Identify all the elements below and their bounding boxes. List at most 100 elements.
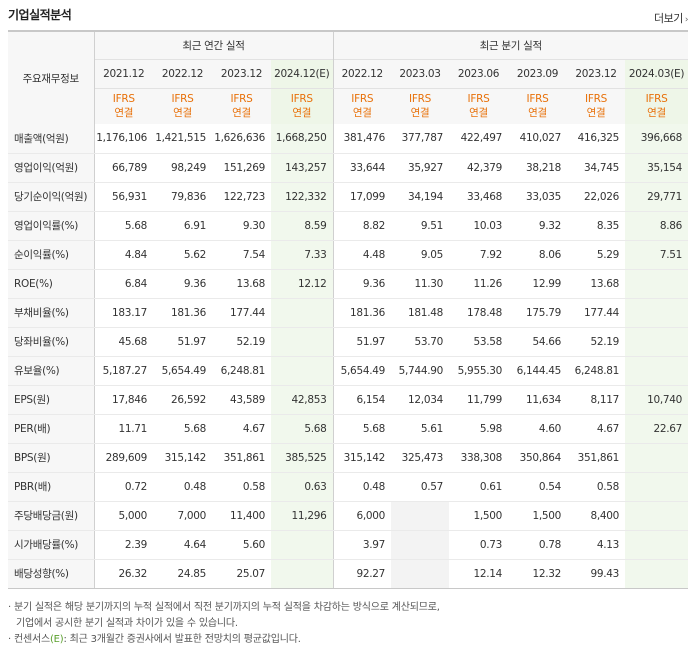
table-row: 영업이익(억원) 66,789 98,249 151,269 143,257 33,644… bbox=[8, 153, 689, 183]
quarterly-value-cell: 5.29 bbox=[567, 240, 625, 270]
row-label: BPS(원) bbox=[8, 443, 95, 473]
annual-value-cell: 6.91 bbox=[153, 210, 212, 241]
quarterly-value-cell: 177.44 bbox=[567, 297, 625, 328]
annual-value-cell: 9.30 bbox=[212, 210, 271, 241]
quarterly-value-cell: 350,864 bbox=[508, 443, 567, 473]
quarterly-group-header: 최근 분기 실적 bbox=[332, 31, 689, 59]
table-row: PER(배) 11.71 5.68 4.67 5.68 5.68 5.61 5.98 4.60 4… bbox=[8, 414, 689, 444]
ifrs-header: IFRS 연결 bbox=[212, 88, 271, 124]
table-row: 당기순이익(억원) 56,931 79,836 122,723 122,332 17,09… bbox=[8, 182, 689, 212]
quarterly-value-cell: 5,744.90 bbox=[391, 356, 449, 386]
row-label: 영업이익(억원) bbox=[8, 153, 95, 183]
table-row: 순이익률(%) 4.84 5.62 7.54 7.33 4.48 9.05 7.92 8.06 5… bbox=[8, 240, 689, 270]
annual-value-cell: 56,931 bbox=[94, 182, 153, 212]
quarterly-value-cell: 13.68 bbox=[567, 269, 625, 299]
annual-value-cell: 42,853 bbox=[271, 384, 333, 415]
footnote-2: · 컨센서스(E): 최근 3개월간 증권사에서 발표한 전망치의 평균값입니다… bbox=[8, 634, 301, 645]
quarterly-value-cell: 8.82 bbox=[332, 210, 391, 241]
quarterly-value-cell bbox=[625, 327, 689, 357]
annual-value-cell: 183.17 bbox=[94, 297, 153, 328]
annual-value-cell: 181.36 bbox=[153, 297, 212, 328]
row-label: 매출액(억원) bbox=[8, 124, 95, 154]
ifrs-header: IFRS 연결 bbox=[332, 88, 391, 124]
quarterly-value-cell: 6,000 bbox=[332, 500, 391, 531]
footnote-1: · 분기 실적은 해당 분기까지의 누적 실적에서 직전 분기까지의 누적 실적… bbox=[8, 602, 440, 613]
quarterly-value-cell: 4.48 bbox=[332, 240, 391, 270]
row-label: 배당성향(%) bbox=[8, 559, 95, 589]
annual-value-cell: 5,654.49 bbox=[153, 356, 212, 386]
period-header: 2023.12 bbox=[212, 58, 271, 89]
row-label: PBR(배) bbox=[8, 472, 95, 502]
quarterly-value-cell bbox=[625, 443, 689, 473]
annual-value-cell: 5,187.27 bbox=[94, 356, 153, 386]
annual-value-cell: 122,332 bbox=[271, 182, 333, 212]
more-link[interactable]: 더보기 › bbox=[654, 10, 689, 26]
quarterly-value-cell: 53.58 bbox=[449, 327, 508, 357]
annual-value-cell: 4.67 bbox=[212, 414, 271, 444]
quarterly-value-cell: 0.58 bbox=[567, 472, 625, 502]
quarterly-value-cell: 22.67 bbox=[625, 414, 689, 444]
period-header: 2023.03 bbox=[391, 58, 449, 89]
quarterly-value-cell: 10.03 bbox=[449, 210, 508, 241]
annual-value-cell: 25.07 bbox=[212, 559, 271, 589]
annual-value-cell: 4.84 bbox=[94, 240, 153, 270]
annual-value-cell: 98,249 bbox=[153, 153, 212, 183]
annual-value-cell: 43,589 bbox=[212, 384, 271, 415]
quarterly-value-cell: 8.86 bbox=[625, 210, 689, 241]
annual-value-cell: 5.68 bbox=[94, 210, 153, 241]
quarterly-value-cell bbox=[391, 530, 449, 560]
row-label: EPS(원) bbox=[8, 384, 95, 415]
quarterly-value-cell: 29,771 bbox=[625, 182, 689, 212]
annual-value-cell: 26.32 bbox=[94, 559, 153, 589]
table-row: 유보율(%) 5,187.27 5,654.49 6,248.81 5,654.49 5,… bbox=[8, 356, 689, 386]
ifrs-header: IFRS 연결 bbox=[625, 88, 689, 124]
quarterly-value-cell: 325,473 bbox=[391, 443, 449, 473]
table-row: 주당배당금(원) 5,000 7,000 11,400 11,296 6,000 1,500… bbox=[8, 500, 689, 531]
annual-value-cell: 315,142 bbox=[153, 443, 212, 473]
ifrs-header: IFRS 연결 bbox=[567, 88, 625, 124]
annual-value-cell: 0.72 bbox=[94, 472, 153, 502]
table-row: PBR(배) 0.72 0.48 0.58 0.63 0.48 0.57 0.61 0.54 0.… bbox=[8, 472, 689, 502]
annual-value-cell: 2.39 bbox=[94, 530, 153, 560]
annual-value-cell: 45.68 bbox=[94, 327, 153, 357]
row-label: ROE(%) bbox=[8, 269, 95, 299]
quarterly-value-cell: 34,745 bbox=[567, 153, 625, 183]
more-label: 더보기 bbox=[654, 12, 683, 25]
annual-value-cell: 79,836 bbox=[153, 182, 212, 212]
quarterly-value-cell: 33,644 bbox=[332, 153, 391, 183]
quarterly-value-cell: 0.48 bbox=[332, 472, 391, 502]
annual-value-cell: 5.68 bbox=[271, 414, 333, 444]
period-header: 2023.12 bbox=[567, 58, 625, 89]
quarterly-value-cell: 422,497 bbox=[449, 124, 508, 154]
quarterly-value-cell: 5,654.49 bbox=[332, 356, 391, 386]
annual-value-cell: 385,525 bbox=[271, 443, 333, 473]
row-label: 당기순이익(억원) bbox=[8, 182, 95, 212]
quarterly-value-cell bbox=[625, 530, 689, 560]
row-label: 시가배당률(%) bbox=[8, 530, 95, 560]
annual-value-cell: 5.68 bbox=[153, 414, 212, 444]
annual-value-cell: 13.68 bbox=[212, 269, 271, 299]
row-label: PER(배) bbox=[8, 414, 95, 444]
quarterly-value-cell: 381,476 bbox=[332, 124, 391, 154]
quarterly-value-cell: 52.19 bbox=[567, 327, 625, 357]
annual-value-cell bbox=[271, 530, 333, 560]
quarterly-value-cell: 12.99 bbox=[508, 269, 567, 299]
annual-value-cell: 12.12 bbox=[271, 269, 333, 299]
financial-table: 주요재무정보 최근 연간 실적 최근 분기 실적 2021.12 2022.12 2… bbox=[8, 30, 689, 589]
annual-value-cell: 151,269 bbox=[212, 153, 271, 183]
annual-value-cell: 11.71 bbox=[94, 414, 153, 444]
chevron-right-icon: › bbox=[684, 15, 689, 25]
quarterly-value-cell: 9.32 bbox=[508, 210, 567, 241]
ifrs-header: IFRS 연결 bbox=[391, 88, 449, 124]
row-label: 주당배당금(원) bbox=[8, 500, 95, 531]
annual-group-header: 최근 연간 실적 bbox=[94, 31, 333, 59]
row-label: 부채비율(%) bbox=[8, 297, 95, 328]
quarterly-value-cell: 7.51 bbox=[625, 240, 689, 270]
quarterly-value-cell bbox=[625, 297, 689, 328]
quarterly-value-cell: 42,379 bbox=[449, 153, 508, 183]
quarterly-value-cell: 0.73 bbox=[449, 530, 508, 560]
quarterly-value-cell: 0.57 bbox=[391, 472, 449, 502]
quarterly-value-cell: 9.51 bbox=[391, 210, 449, 241]
quarterly-value-cell: 8.06 bbox=[508, 240, 567, 270]
footnotes: · 분기 실적은 해당 분기까지의 누적 실적에서 직전 분기까지의 누적 실적… bbox=[8, 600, 688, 648]
